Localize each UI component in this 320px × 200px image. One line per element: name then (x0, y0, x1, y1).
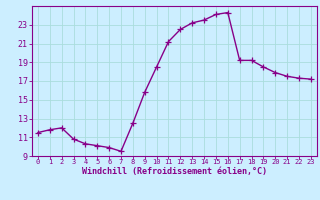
X-axis label: Windchill (Refroidissement éolien,°C): Windchill (Refroidissement éolien,°C) (82, 167, 267, 176)
